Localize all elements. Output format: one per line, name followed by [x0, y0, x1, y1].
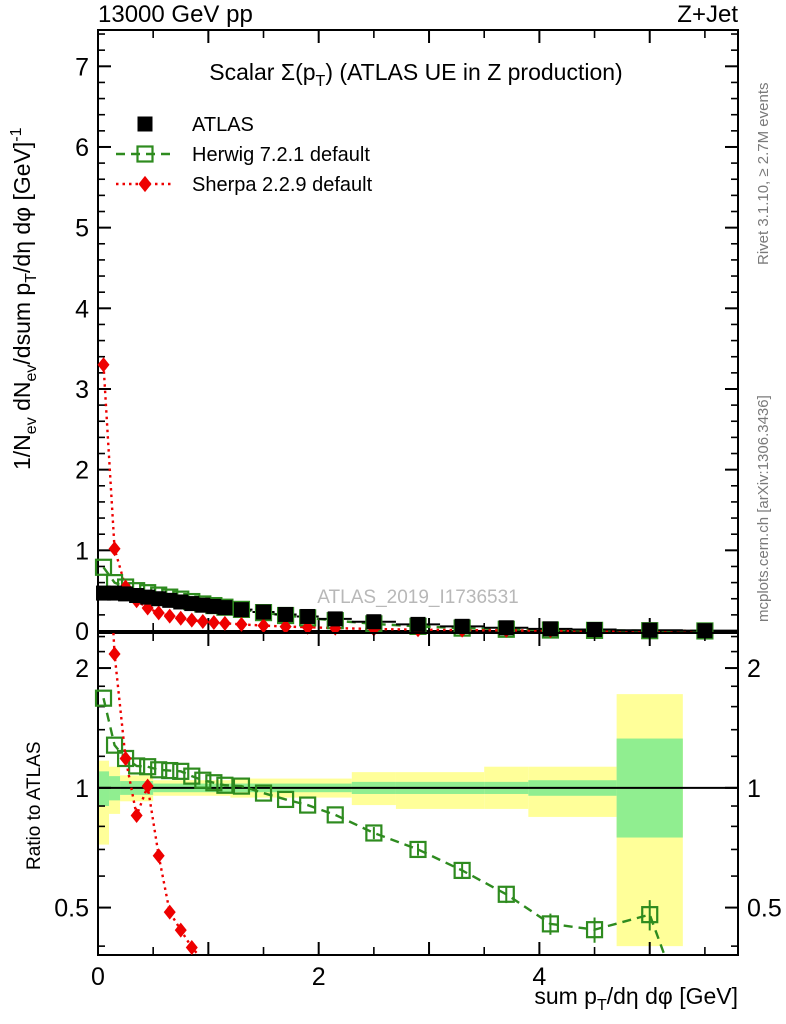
data-marker-open-square	[94, 558, 113, 576]
data-marker-diamond	[97, 357, 110, 373]
legend: ATLAS Herwig 7.2.1 default Sherpa 2.2.9 de…	[116, 114, 373, 196]
data-marker-diamond	[163, 904, 176, 920]
data-marker-open-square	[254, 784, 273, 802]
xaxis-label: sum pT/dη dφ [GeV]	[534, 983, 738, 1014]
data-marker-square	[217, 600, 233, 616]
data-marker-diamond	[257, 618, 270, 634]
data-marker-diamond	[152, 848, 165, 864]
data-marker-diamond	[152, 605, 165, 621]
data-marker-diamond	[130, 807, 143, 823]
xaxis-tick-label: 4	[532, 963, 546, 991]
data-marker-square	[697, 623, 713, 639]
data-marker-diamond	[279, 619, 292, 635]
data-marker-diamond	[119, 750, 132, 766]
data-marker-square	[278, 606, 294, 622]
data-marker-diamond	[108, 541, 121, 557]
data-marker-square	[498, 620, 514, 636]
data-marker-diamond	[185, 939, 198, 955]
legend-item-sherpa: Sherpa 2.2.9 default	[116, 174, 373, 196]
ratio-ytick-label: 2	[75, 655, 89, 683]
data-marker-square	[410, 616, 426, 632]
svg-text:1/Nev dNev/dsum pT/dη dφ [GeV: 1/Nev dNev/dsum pT/dη dφ [GeV]-1	[8, 127, 40, 470]
main-ytick-label: 4	[75, 295, 89, 323]
data-marker-open-square	[453, 861, 471, 880]
ratio-series-sherpa	[108, 633, 200, 955]
data-marker-diamond	[207, 615, 220, 631]
xaxis-tick-label: 2	[312, 963, 326, 991]
legend-label: Herwig 7.2.1 default	[192, 144, 370, 166]
ratio-plot-panel: 0.5 0.5 1 1 2 2 0 2 4	[54, 632, 782, 991]
data-marker-open-square	[94, 689, 113, 707]
data-marker-diamond	[218, 615, 231, 631]
data-marker-square	[542, 621, 558, 637]
ratio-ylabel: Ratio to ATLAS	[24, 742, 45, 871]
data-marker-open-square	[276, 790, 295, 809]
data-marker-square	[233, 602, 249, 618]
xaxis-tick-label: 0	[91, 963, 105, 991]
main-ytick-label: 6	[75, 134, 89, 162]
data-marker-open-square	[150, 761, 168, 779]
data-marker-open-square	[136, 145, 154, 163]
legend-item-herwig: Herwig 7.2.1 default	[116, 144, 370, 166]
ratio-series-herwig	[94, 689, 666, 955]
data-marker-open-square	[585, 921, 604, 939]
main-ytick-label: 5	[75, 215, 89, 243]
main-ytick-label: 3	[75, 376, 89, 404]
main-ytick-label: 2	[75, 457, 89, 485]
data-marker-open-square	[216, 776, 234, 794]
analysis-watermark: ATLAS_2019_I1736531	[317, 587, 518, 608]
ratio-ytick-label-right: 1	[747, 775, 761, 803]
mcplots-reference-label: mcplots.cern.ch [arXiv:1306.3436]	[755, 395, 772, 622]
data-marker-open-square	[205, 774, 223, 792]
main-ylabel: 1/Nev dNev/dsum pT/dη dφ [GeV]-1	[8, 127, 40, 470]
data-marker-open-square	[128, 757, 146, 775]
ratio-ytick-label: 1	[75, 775, 89, 803]
data-marker-diamond	[163, 608, 176, 624]
data-marker-diamond	[108, 646, 121, 662]
data-marker-square	[137, 116, 153, 132]
data-marker-open-square	[172, 762, 190, 780]
data-marker-open-square	[161, 761, 179, 780]
ratio-ytick-label-right: 2	[747, 655, 761, 683]
data-marker-diamond	[185, 612, 198, 628]
ratio-ytick-label: 0.5	[54, 895, 89, 923]
data-marker-open-square	[139, 758, 157, 776]
data-marker-open-square	[105, 736, 124, 754]
data-marker-diamond	[196, 613, 209, 629]
data-marker-open-square	[365, 824, 383, 842]
ratio-panel-frame	[97, 632, 739, 956]
main-ytick-label: 7	[75, 53, 89, 81]
data-marker-open-square	[183, 767, 201, 785]
data-marker-square	[366, 614, 382, 630]
header-beam-label: 13000 GeV pp	[98, 1, 253, 28]
data-marker-diamond	[174, 610, 187, 626]
main-panel-title: Scalar Σ(pT) (ATLAS UE in Z production)	[209, 59, 622, 90]
data-marker-open-square	[541, 915, 560, 933]
rivet-version-label: Rivet 3.1.10, ≥ 2.7M events	[755, 83, 772, 266]
data-marker-square	[454, 618, 470, 634]
legend-label: Sherpa 2.2.9 default	[192, 174, 373, 196]
data-marker-open-square	[194, 771, 212, 789]
data-marker-open-square	[326, 806, 344, 824]
data-marker-square	[256, 604, 272, 620]
data-marker-square	[300, 608, 316, 624]
legend-item-atlas: ATLAS	[137, 114, 254, 136]
data-marker-open-square	[299, 796, 317, 814]
data-marker-diamond	[141, 778, 154, 794]
data-marker-open-square	[641, 906, 659, 924]
data-marker-diamond	[174, 922, 187, 938]
main-ytick-label: 1	[75, 537, 89, 565]
data-marker-square	[327, 611, 343, 627]
legend-label: ATLAS	[192, 114, 254, 136]
data-marker-diamond	[138, 175, 152, 193]
header-process-label: Z+Jet	[677, 1, 738, 28]
data-marker-open-square	[232, 777, 251, 795]
data-marker-open-square	[497, 885, 515, 903]
data-marker-open-square	[409, 840, 427, 859]
data-marker-diamond	[235, 616, 248, 632]
main-ytick-label: 0	[75, 618, 89, 646]
ratio-ytick-label-right: 0.5	[747, 895, 782, 923]
